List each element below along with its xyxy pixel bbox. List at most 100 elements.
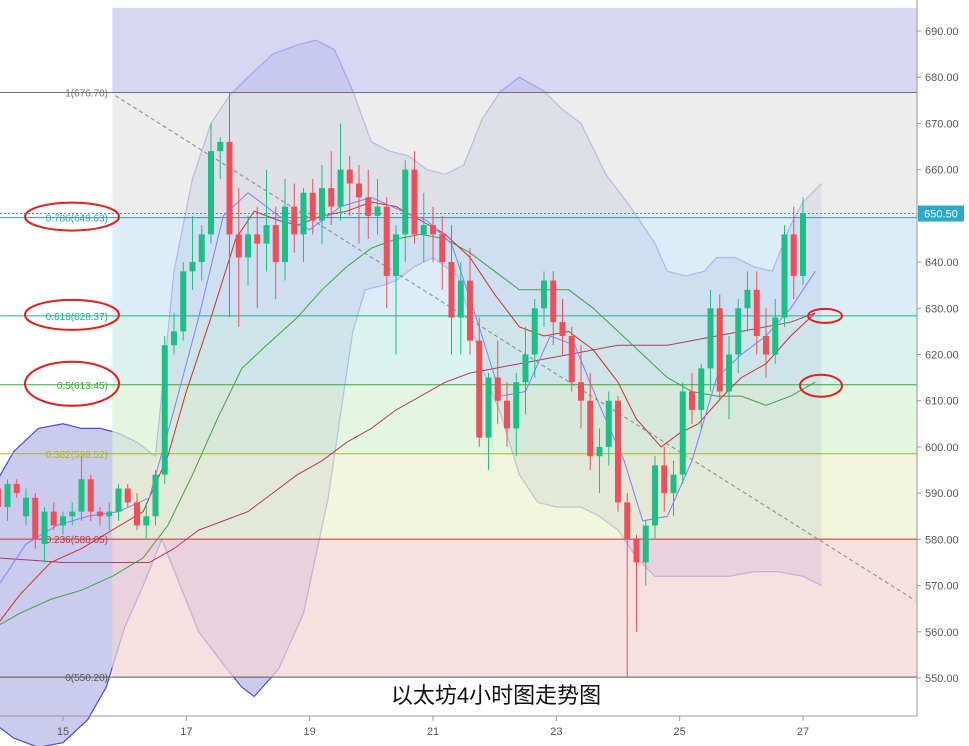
candle-body <box>328 188 335 207</box>
y-tick-label: 570.00 <box>925 581 959 593</box>
candle-body <box>476 340 483 438</box>
candle-body <box>800 213 806 276</box>
candle-body <box>97 511 103 517</box>
candle-body <box>152 474 159 517</box>
candle-body <box>383 206 390 276</box>
candle-body <box>633 539 640 563</box>
fib-zone <box>112 315 918 385</box>
candle-body <box>180 271 187 332</box>
candle-body <box>513 382 520 429</box>
candle-body <box>568 336 575 383</box>
candle-body <box>781 234 788 318</box>
candle-body <box>78 479 85 512</box>
fib-label: 0.5(613.45) <box>57 381 108 392</box>
current-price-tag: 650.50 <box>918 205 964 222</box>
price-axis: 550.00 560.00 570.00 580.00 590.00 600.00 610.… <box>917 26 959 685</box>
candle-body <box>439 234 446 263</box>
candle-body <box>596 446 603 457</box>
candle-body <box>189 262 196 272</box>
candle-body <box>578 382 584 401</box>
candle-body <box>87 479 94 512</box>
y-tick-label: 590.00 <box>925 488 959 500</box>
y-tick-label: 680.00 <box>925 72 959 84</box>
candle-body <box>624 502 631 540</box>
x-tick-label: 19 <box>304 726 316 738</box>
y-tick-label: 620.00 <box>925 350 959 362</box>
fib-zone <box>112 539 918 678</box>
candle-body <box>531 308 538 355</box>
level-highlight-circle <box>807 307 843 324</box>
candle-body <box>23 497 29 517</box>
fibonacci-levels: 1(676.70) 0.786(649.63) 0.618(628.37) 0.5(6… <box>0 7 918 684</box>
price-tag-box <box>918 205 964 222</box>
y-tick-label: 670.00 <box>925 118 959 130</box>
x-tick-label: 23 <box>550 726 562 738</box>
candle-body <box>726 354 732 392</box>
y-tick-label: 610.00 <box>925 396 959 408</box>
candle-body <box>605 400 612 447</box>
candle-body <box>670 474 677 494</box>
x-tick-label: 21 <box>427 726 439 738</box>
candle-body <box>171 331 177 346</box>
candle-body <box>226 141 233 235</box>
candle-body <box>161 345 168 475</box>
candle-body <box>652 465 658 526</box>
candle-body <box>402 169 409 235</box>
candle-body <box>106 511 113 517</box>
candle-body <box>550 280 557 323</box>
candle-body <box>60 516 66 526</box>
candle-body <box>217 141 224 152</box>
ma-maroon <box>0 312 816 563</box>
candle-body <box>457 280 464 318</box>
candle-body <box>69 511 76 517</box>
candle-body <box>494 377 501 401</box>
candle-body <box>689 391 695 410</box>
candle-body <box>467 280 473 341</box>
candle-body <box>716 308 723 392</box>
candle-body <box>0 488 2 508</box>
y-tick-label: 630.00 <box>925 303 959 315</box>
y-tick-label: 580.00 <box>925 534 959 546</box>
fib-label: 0.382(598.52) <box>46 450 108 461</box>
candle-body <box>411 169 418 235</box>
candle-body <box>735 308 742 355</box>
candle-body <box>448 262 455 318</box>
x-tick-label: 27 <box>797 726 809 738</box>
candles <box>0 92 806 678</box>
candle-body <box>504 400 510 429</box>
candle-body <box>198 234 205 263</box>
candle-body <box>319 188 325 221</box>
y-tick-label: 560.00 <box>925 627 959 639</box>
candle-body <box>115 488 122 512</box>
candle-body <box>661 465 668 494</box>
candle-body <box>124 488 131 503</box>
candle-body <box>772 317 779 355</box>
descending-trendline <box>115 95 916 601</box>
candle-body <box>587 400 594 457</box>
candle-body <box>522 354 529 383</box>
x-tick-label: 25 <box>674 726 686 738</box>
candle-body <box>430 225 436 235</box>
candle-body <box>272 225 279 263</box>
level-highlight-circle <box>24 360 120 407</box>
candle-body <box>291 206 298 235</box>
candle-body <box>235 234 242 258</box>
candle-body <box>744 289 751 309</box>
y-tick-label: 660.00 <box>925 165 959 177</box>
candle-body <box>337 169 344 207</box>
fib-label: 0(550.20) <box>65 673 108 684</box>
x-tick-label: 15 <box>57 726 69 738</box>
candle-body <box>615 400 621 503</box>
fib-zone <box>112 92 918 218</box>
highlight-circles <box>24 201 843 407</box>
fib-label: 0.618(628.37) <box>46 312 108 323</box>
candle-body <box>134 502 140 526</box>
candle-body <box>50 511 57 526</box>
fib-zone <box>112 7 918 93</box>
candle-body <box>346 169 353 184</box>
fib-label: 0.786(649.63) <box>46 214 108 225</box>
level-highlight-circle <box>24 298 120 331</box>
price-tag-label: 650.50 <box>924 209 958 221</box>
candle-body <box>300 192 307 235</box>
